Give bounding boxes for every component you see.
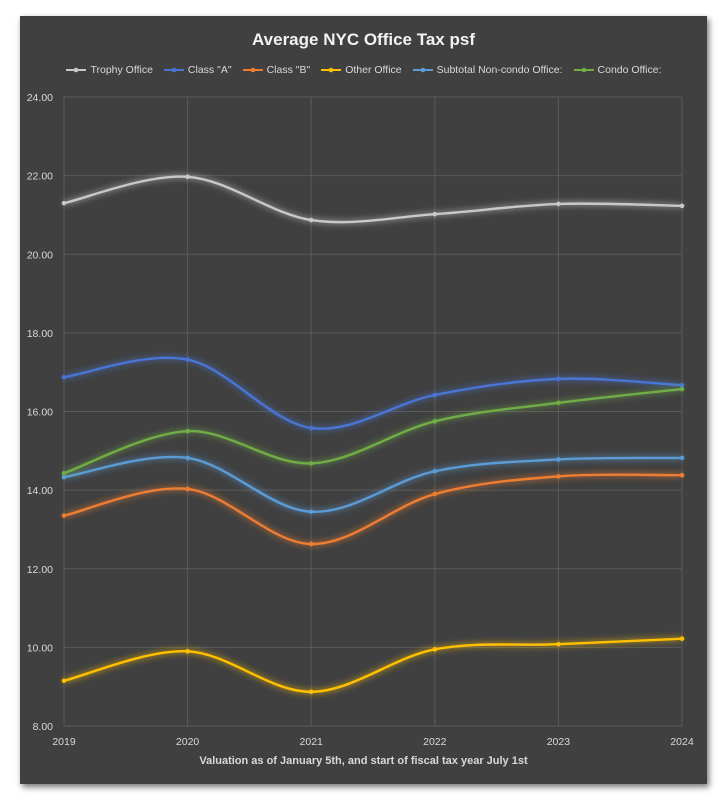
data-point xyxy=(679,386,685,392)
legend-marker-icon xyxy=(242,67,263,73)
y-tick-label: 18.00 xyxy=(27,328,53,340)
data-point xyxy=(556,474,561,479)
data-point xyxy=(308,425,314,431)
data-point xyxy=(185,357,190,362)
y-tick-label: 20.00 xyxy=(27,249,53,261)
legend-item: Subtotal Non-condo Office: xyxy=(412,64,563,76)
data-point xyxy=(556,457,561,462)
data-point xyxy=(185,455,190,461)
data-point xyxy=(432,419,438,424)
legend-marker-icon xyxy=(573,67,594,73)
data-point xyxy=(308,541,314,547)
legend-label: Class "B" xyxy=(266,64,311,76)
series-lines xyxy=(61,174,685,695)
gridlines xyxy=(63,96,683,727)
data-point xyxy=(432,211,438,217)
x-axis-label: Valuation as of January 5th, and start o… xyxy=(199,755,528,767)
series-5 xyxy=(61,386,685,476)
data-point xyxy=(185,174,190,180)
legend-item: Class "B" xyxy=(242,64,311,76)
legend-marker-icon xyxy=(66,67,87,73)
x-tick-label: 2023 xyxy=(547,736,571,748)
legend-item: Other Office xyxy=(320,64,402,76)
data-point xyxy=(432,647,438,652)
data-point xyxy=(432,468,438,474)
data-point xyxy=(61,474,67,480)
series-2 xyxy=(61,472,685,547)
series-4 xyxy=(61,455,685,515)
data-point xyxy=(185,649,190,654)
series-line xyxy=(63,356,683,430)
data-point xyxy=(185,428,190,434)
y-tick-label: 22.00 xyxy=(27,171,53,183)
data-point xyxy=(61,470,67,476)
series-3 xyxy=(61,636,685,695)
data-point xyxy=(308,509,314,515)
y-tick-label: 10.00 xyxy=(27,642,53,654)
data-point xyxy=(679,472,685,478)
data-point xyxy=(556,641,561,647)
x-axis-ticks: 2019 2020 2021 2022 2023 2024 xyxy=(52,736,694,748)
chart-title: Average NYC Office Tax psf xyxy=(252,30,475,49)
data-point xyxy=(61,374,67,380)
data-point xyxy=(556,376,561,382)
series-line xyxy=(63,473,683,546)
data-point xyxy=(185,486,190,492)
y-tick-label: 24.00 xyxy=(27,92,53,104)
legend-label: Condo Office: xyxy=(597,64,662,76)
legend-marker-icon xyxy=(412,67,433,73)
data-point xyxy=(61,513,67,518)
y-tick-label: 12.00 xyxy=(27,564,53,576)
data-point xyxy=(61,200,67,206)
data-point xyxy=(432,491,438,497)
series-line xyxy=(63,637,683,694)
series-0 xyxy=(61,174,685,224)
legend-label: Trophy Office xyxy=(90,64,153,76)
data-point xyxy=(308,461,314,466)
x-tick-label: 2021 xyxy=(300,736,324,748)
legend-item: Trophy Office xyxy=(65,64,153,76)
chart-area: 8.00 10.00 12.00 14.00 16.00 18.00 20.00 22.00 2… xyxy=(20,16,707,784)
data-point xyxy=(679,636,685,642)
x-tick-label: 2022 xyxy=(423,736,447,748)
legend-label: Class "A" xyxy=(187,64,232,76)
x-tick-label: 2024 xyxy=(670,736,694,748)
data-point xyxy=(308,217,314,223)
x-tick-label: 2020 xyxy=(176,736,200,748)
data-point xyxy=(556,400,561,406)
legend-item: Condo Office: xyxy=(573,64,662,76)
legend-label: Other Office xyxy=(345,64,402,76)
series-line xyxy=(63,387,683,475)
series-1 xyxy=(61,356,685,431)
y-tick-label: 8.00 xyxy=(33,721,54,733)
data-point xyxy=(556,201,561,207)
x-tick-label: 2019 xyxy=(52,736,76,748)
legend-marker-icon xyxy=(163,67,184,73)
legend-label: Subtotal Non-condo Office: xyxy=(436,64,563,76)
y-tick-label: 14.00 xyxy=(27,485,53,497)
legend-marker-icon xyxy=(321,67,342,73)
series-line xyxy=(63,175,683,224)
y-axis-ticks: 8.00 10.00 12.00 14.00 16.00 18.00 20.00 22.00 2… xyxy=(27,92,53,733)
data-point xyxy=(61,678,67,684)
data-point xyxy=(432,392,438,398)
data-point xyxy=(679,382,685,388)
legend: Trophy Office Class "A" Class "B" Other Off… xyxy=(20,64,707,76)
legend-item: Class "A" xyxy=(163,64,232,76)
data-point xyxy=(679,203,685,209)
y-tick-label: 16.00 xyxy=(27,407,53,419)
data-point xyxy=(308,689,314,695)
plot-svg: 8.00 10.00 12.00 14.00 16.00 18.00 20.00 22.00 2… xyxy=(27,92,694,748)
series-line xyxy=(63,455,683,513)
data-point xyxy=(679,455,685,461)
